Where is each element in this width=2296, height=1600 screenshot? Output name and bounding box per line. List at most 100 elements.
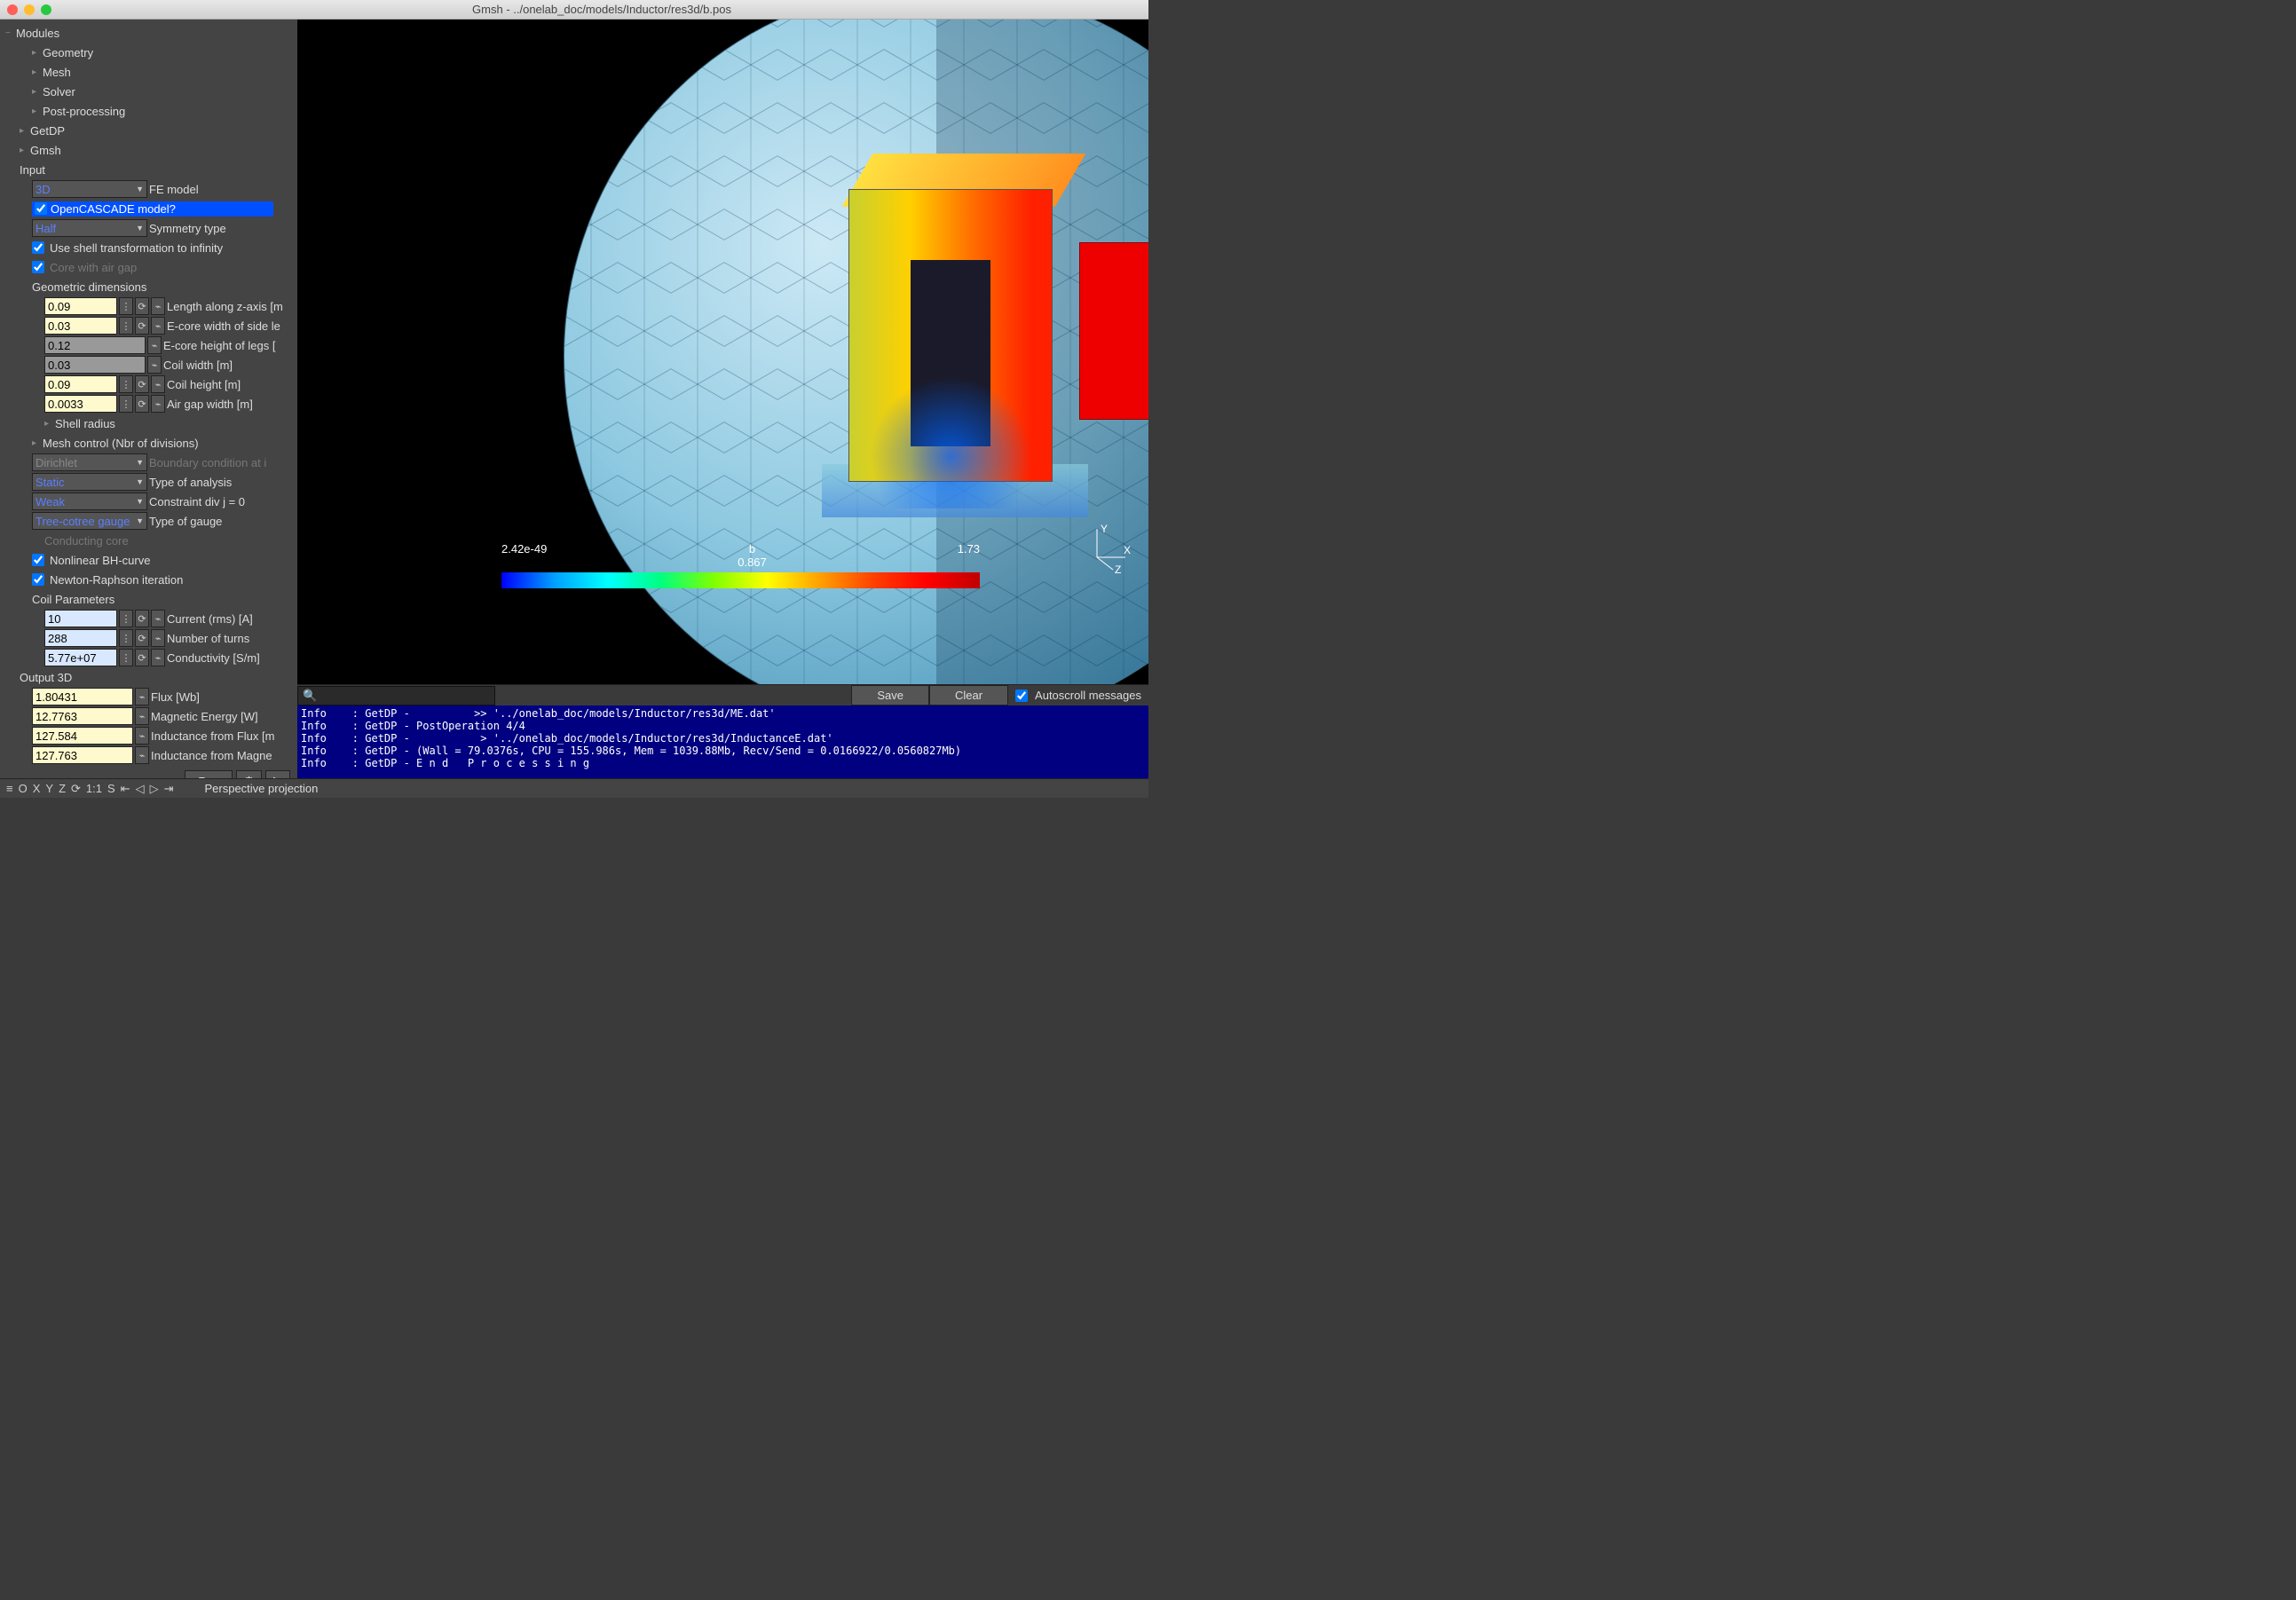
opencascade-checkbox[interactable] (35, 202, 47, 215)
geom-input-2[interactable] (44, 336, 146, 354)
status-btn-⇤[interactable]: ⇤ (118, 782, 133, 795)
module-mesh[interactable]: ▸Mesh (4, 62, 297, 82)
clear-button[interactable]: Clear (929, 685, 1008, 705)
autoscroll-checkbox[interactable] (1015, 686, 1028, 705)
geom-input-1[interactable] (44, 317, 117, 335)
coil-input-0[interactable] (44, 610, 117, 627)
status-btn-S[interactable]: S (105, 782, 118, 795)
geom-4-dots[interactable]: ⋮ (119, 375, 133, 393)
select-0[interactable]: Dirichlet▼ (32, 453, 147, 471)
geom-1-dots[interactable]: ⋮ (119, 317, 133, 335)
geom-2-plot-icon[interactable]: ⌁ (147, 336, 162, 354)
geom-input-3[interactable] (44, 356, 146, 374)
save-button[interactable]: Save (851, 685, 929, 705)
geom-5-reload[interactable]: ⟳ (135, 395, 149, 413)
module-solver[interactable]: ▸Solver (4, 82, 297, 101)
console[interactable]: Info : GetDP - >> '../onelab_doc/models/… (297, 705, 1148, 778)
gear-button[interactable]: ✸ (236, 770, 262, 778)
module-geometry[interactable]: ▸Geometry (4, 43, 297, 62)
mesh-control-node[interactable]: ▸Mesh control (Nbr of divisions) (4, 433, 297, 453)
status-btn-▷[interactable]: ▷ (147, 782, 162, 795)
status-btn-Y[interactable]: Y (43, 782, 56, 795)
geom-5-dots[interactable]: ⋮ (119, 395, 133, 413)
status-btn-≡[interactable]: ≡ (4, 782, 16, 795)
output-input-2[interactable] (32, 727, 133, 745)
geom-4-plot-icon[interactable]: ⌁ (151, 375, 165, 393)
select-3[interactable]: Tree-cotree gauge▼ (32, 512, 147, 530)
status-btn-◁[interactable]: ◁ (133, 782, 147, 795)
opencascade-row[interactable]: OpenCASCADE model? (4, 199, 297, 218)
output-input-3[interactable] (32, 746, 133, 764)
input-header[interactable]: Input (4, 160, 297, 179)
geom-input-0[interactable] (44, 297, 117, 315)
output-label-2: Inductance from Flux [m (151, 729, 274, 743)
output-header[interactable]: Output 3D (4, 667, 297, 687)
next-button[interactable]: ▶ (265, 770, 290, 778)
output-0-plot-icon[interactable]: ⌁ (135, 688, 149, 705)
gmsh-node[interactable]: ▸Gmsh (4, 140, 297, 160)
output-3-plot-icon[interactable]: ⌁ (135, 746, 149, 764)
output-1-plot-icon[interactable]: ⌁ (135, 707, 149, 725)
status-btn-1:1[interactable]: 1:1 (83, 782, 105, 795)
geom-header[interactable]: Geometric dimensions (4, 277, 297, 296)
coil-input-1[interactable] (44, 629, 117, 647)
geom-input-5[interactable] (44, 395, 117, 413)
coil-2-dots[interactable]: ⋮ (119, 649, 133, 666)
coil-0-dots[interactable]: ⋮ (119, 610, 133, 627)
coil-1-reload[interactable]: ⟳ (135, 629, 149, 647)
autoscroll-row[interactable]: Autoscroll messages (1008, 686, 1148, 705)
select-1[interactable]: Static▼ (32, 473, 147, 491)
geom-1-reload[interactable]: ⟳ (135, 317, 149, 335)
newton-checkbox[interactable] (32, 573, 44, 586)
getdp-node[interactable]: ▸GetDP (4, 121, 297, 140)
status-btn-O[interactable]: O (16, 782, 30, 795)
airgap-checkbox[interactable] (32, 261, 44, 273)
newton-row[interactable]: Newton-Raphson iteration (4, 570, 297, 589)
coil-input-2[interactable] (44, 649, 117, 666)
geom-0-plot-icon[interactable]: ⌁ (151, 297, 165, 315)
coil-1-plot-icon[interactable]: ⌁ (151, 629, 165, 647)
coil-1-dots[interactable]: ⋮ (119, 629, 133, 647)
3d-canvas[interactable]: 2.42e-49 b0.867 1.73 Y X Z (297, 20, 1148, 684)
geom-0-reload[interactable]: ⟳ (135, 297, 149, 315)
coil-2-plot-icon[interactable]: ⌁ (151, 649, 165, 666)
output-input-1[interactable] (32, 707, 133, 725)
symmetry-select[interactable]: Half▼ (32, 219, 147, 237)
modules-header[interactable]: −Modules (4, 23, 297, 43)
coil-0-plot-icon[interactable]: ⌁ (151, 610, 165, 627)
status-btn-⟳[interactable]: ⟳ (68, 782, 83, 795)
output-input-0[interactable] (32, 688, 133, 705)
geom-row-1: ⋮⟳ ⌁ E-core width of side le (4, 316, 297, 335)
geom-5-plot-icon[interactable]: ⌁ (151, 395, 165, 413)
coil-0-reload[interactable]: ⟳ (135, 610, 149, 627)
zoom-icon[interactable] (41, 4, 51, 15)
fe-model-label: FE model (149, 183, 199, 196)
shell-radius-node[interactable]: ▸Shell radius (4, 414, 297, 433)
module-post-processing[interactable]: ▸Post-processing (4, 101, 297, 121)
shell-inf-checkbox[interactable] (32, 241, 44, 254)
geom-row-0: ⋮⟳ ⌁ Length along z-axis [m (4, 296, 297, 316)
fe-model-select[interactable]: 3D▼ (32, 180, 147, 198)
output-row-3: ⌁ Inductance from Magne (4, 745, 297, 765)
message-search-input[interactable] (297, 686, 495, 705)
status-btn-Z[interactable]: Z (56, 782, 68, 795)
geom-1-plot-icon[interactable]: ⌁ (151, 317, 165, 335)
minimize-icon[interactable] (24, 4, 35, 15)
select-2[interactable]: Weak▼ (32, 493, 147, 510)
geom-input-4[interactable] (44, 375, 117, 393)
axis-z-label: Z (1115, 564, 1121, 575)
close-icon[interactable] (7, 4, 18, 15)
status-btn-X[interactable]: X (30, 782, 43, 795)
geom-3-plot-icon[interactable]: ⌁ (147, 356, 162, 374)
coil-2-reload[interactable]: ⟳ (135, 649, 149, 666)
run-button[interactable]: Run (185, 770, 233, 778)
shell-inf-row[interactable]: Use shell transformation to infinity (4, 238, 297, 257)
geom-4-reload[interactable]: ⟳ (135, 375, 149, 393)
nonlinear-checkbox[interactable] (32, 554, 44, 566)
geom-label-3: Coil width [m] (163, 359, 233, 372)
output-2-plot-icon[interactable]: ⌁ (135, 727, 149, 745)
nonlinear-row[interactable]: Nonlinear BH-curve (4, 550, 297, 570)
status-btn-⇥[interactable]: ⇥ (162, 782, 177, 795)
coil-header[interactable]: Coil Parameters (4, 589, 297, 609)
geom-0-dots[interactable]: ⋮ (119, 297, 133, 315)
